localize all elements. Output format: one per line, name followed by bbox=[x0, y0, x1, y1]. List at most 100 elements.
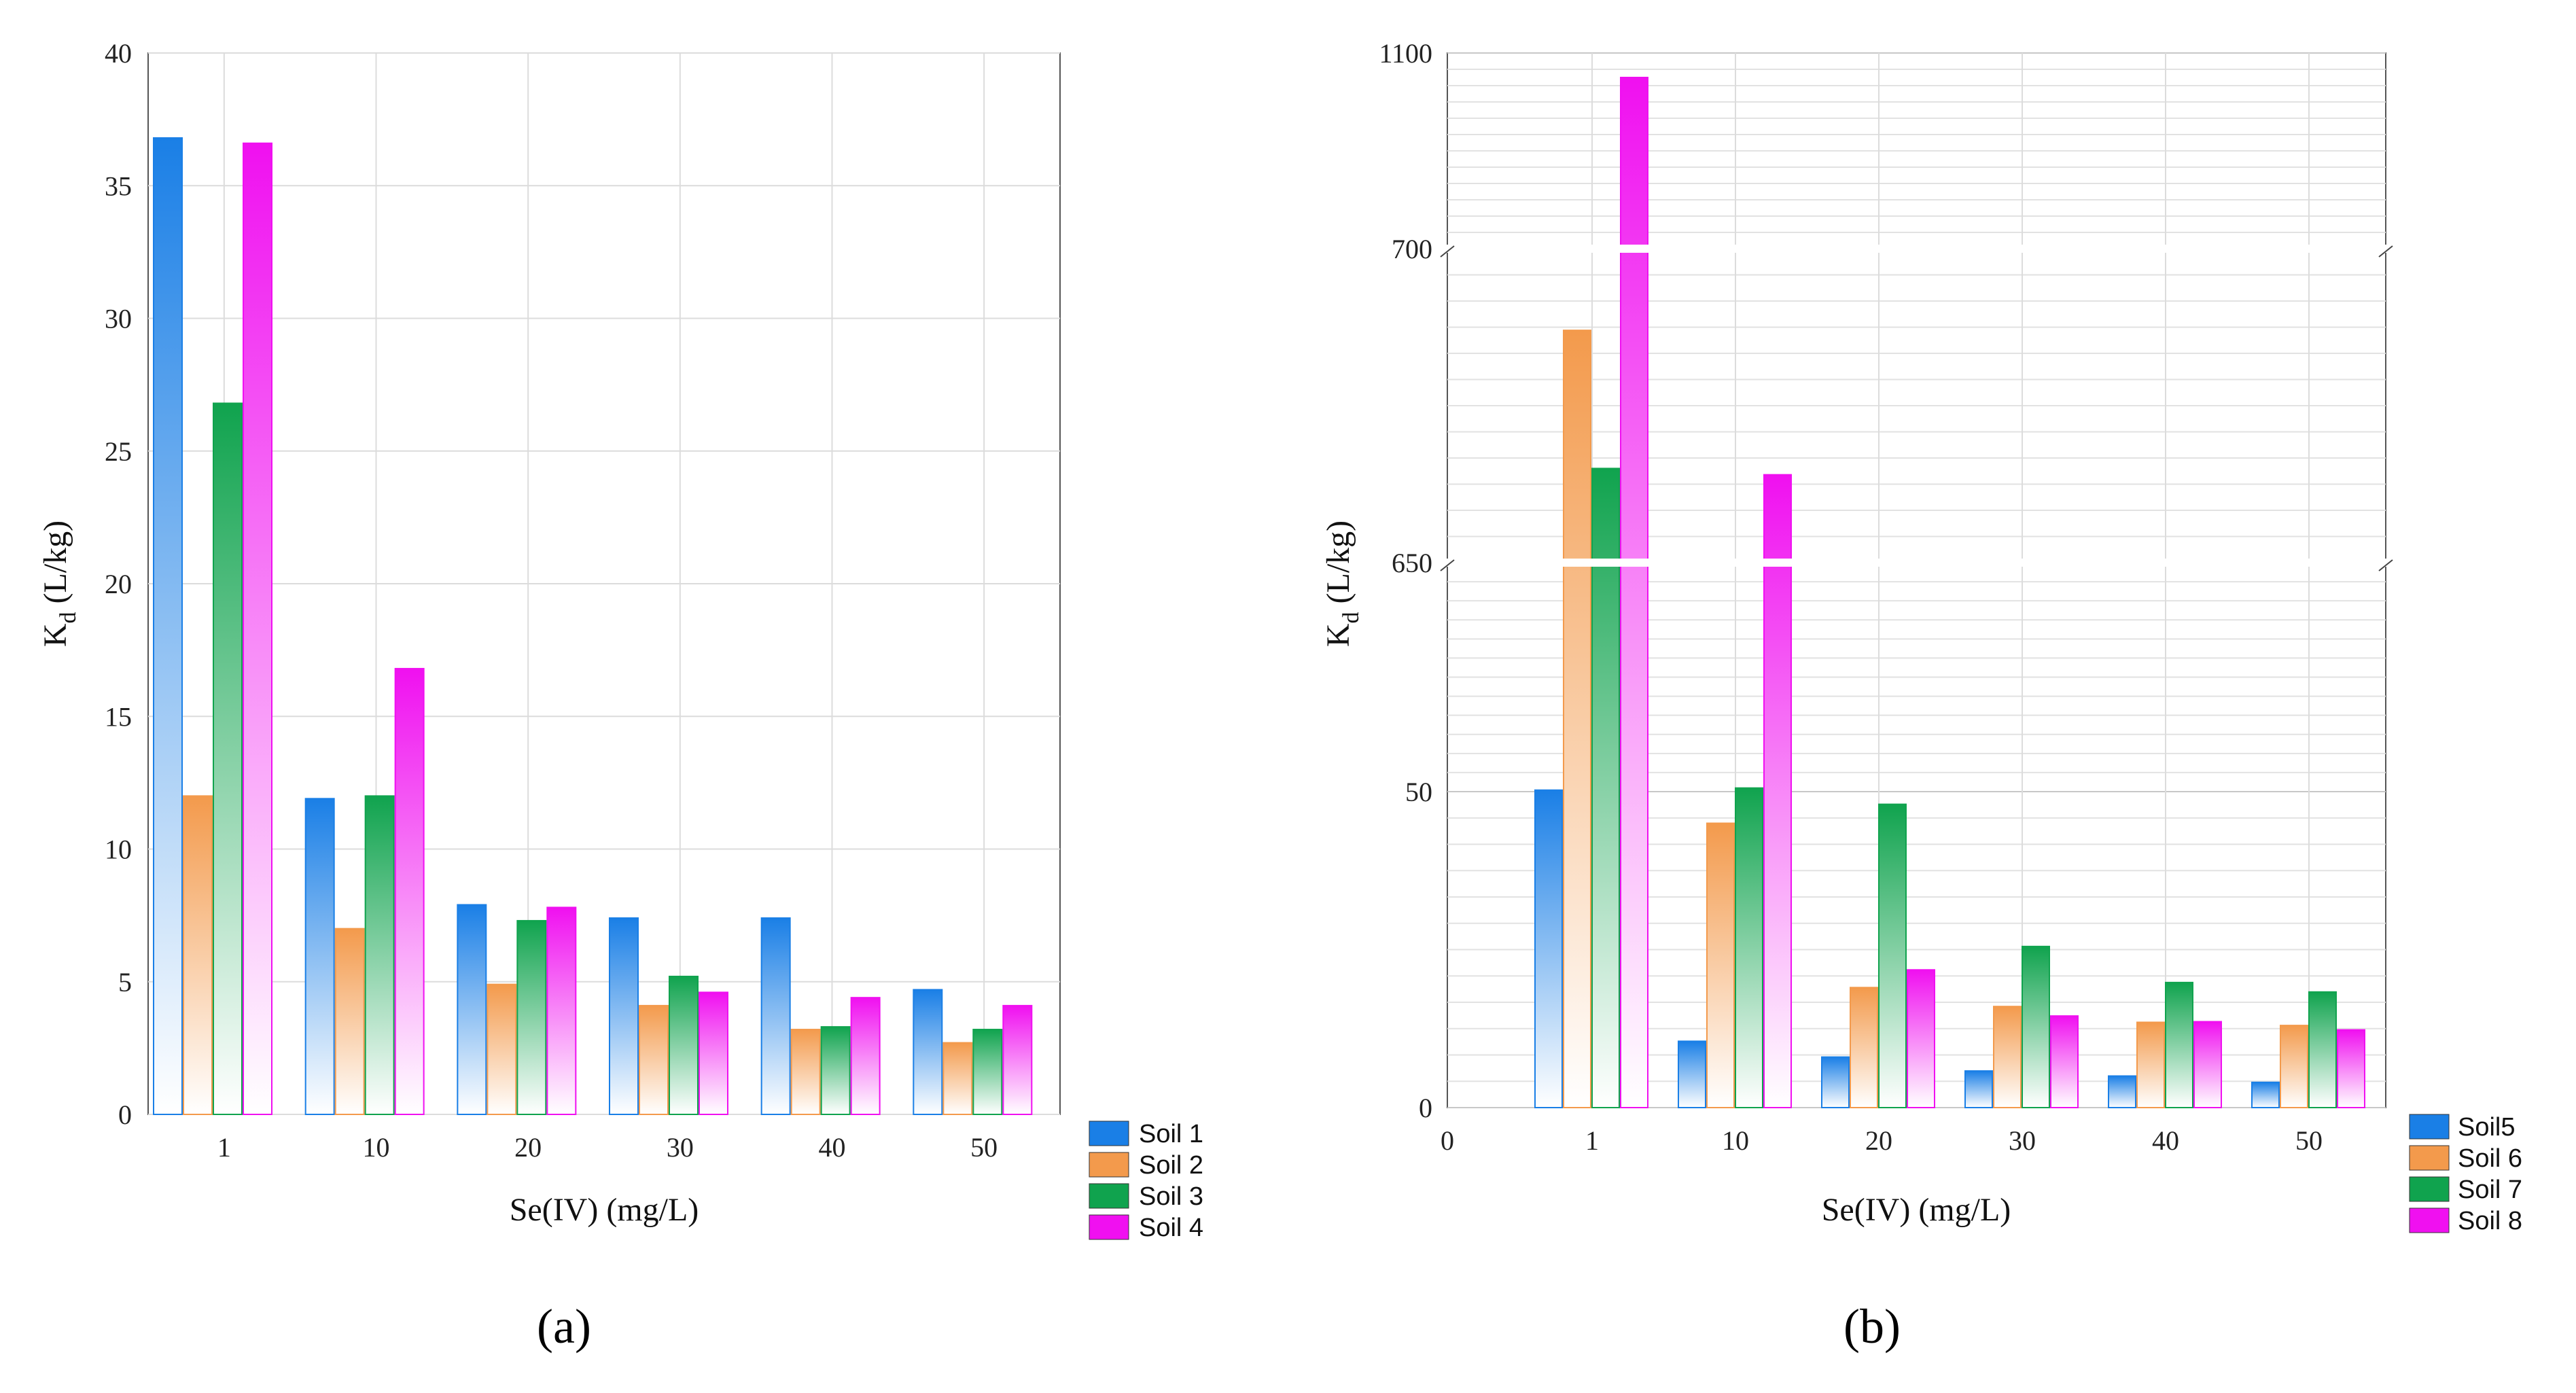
chart-b-x-tick: 0 bbox=[1441, 1125, 1454, 1156]
chart-b-legend-label: Soil5 bbox=[2458, 1113, 2516, 1142]
chart-b-bar-soil-8-50 bbox=[2337, 1029, 2365, 1108]
chart-b-legend-swatch bbox=[2409, 1176, 2450, 1202]
chart-a-bar-soil-2-30 bbox=[639, 1004, 669, 1116]
chart-b-bar-soil5-10 bbox=[1678, 1040, 1706, 1108]
chart-b-legend-label: Soil 8 bbox=[2458, 1207, 2522, 1235]
chart-b-bar-soil-7-1 bbox=[1591, 468, 1620, 1108]
chart-a-y-tick: 20 bbox=[105, 569, 132, 599]
chart-a-bar-soil-2-1 bbox=[183, 795, 213, 1116]
chart-a-bar-soil-3-10 bbox=[364, 795, 395, 1116]
chart-b-y-tick: 650 bbox=[1392, 548, 1432, 578]
chart-a-legend-swatch bbox=[1089, 1152, 1129, 1178]
chart-b-y-tick: 0 bbox=[1419, 1093, 1432, 1123]
chart-b-bar-soil-6-10 bbox=[1706, 822, 1735, 1108]
chart-a-bar-soil-1-1 bbox=[153, 137, 183, 1116]
chart-a-bar-soil-3-1 bbox=[213, 402, 243, 1116]
chart-b-bar-soil-8-1 bbox=[1620, 77, 1648, 1108]
chart-a-bar-soil-1-30 bbox=[609, 917, 639, 1116]
chart-b-bar-soil-7-30 bbox=[2022, 945, 2050, 1108]
chart-b-x-tick: 50 bbox=[2295, 1125, 2323, 1156]
chart-a-bar-soil-3-50 bbox=[972, 1029, 1003, 1116]
chart-a-bar-soil-1-40 bbox=[760, 917, 791, 1116]
chart-a-y-tick: 10 bbox=[105, 834, 132, 865]
chart-a-legend-swatch bbox=[1089, 1214, 1129, 1240]
chart-a-bar-soil-2-10 bbox=[334, 928, 365, 1116]
chart-b-x-tick: 10 bbox=[1722, 1125, 1749, 1156]
chart-b-bar-soil-6-20 bbox=[1850, 987, 1878, 1109]
chart-b-y-tick: 50 bbox=[1405, 777, 1432, 807]
chart-a-bar-soil-4-30 bbox=[699, 991, 728, 1115]
chart-a-y-tick: 35 bbox=[105, 171, 132, 201]
chart-b: 0 50 650 700 1100 0 1 10 20 30 40 50 Se(IV) (mg/L)… bbox=[1320, 38, 2522, 1354]
chart-b-legend-swatch bbox=[2409, 1145, 2450, 1171]
chart-a-bar-soil-3-30 bbox=[669, 975, 699, 1115]
chart-b-bar-soil-7-40 bbox=[2165, 981, 2193, 1108]
chart-a-legend-swatch bbox=[1089, 1121, 1129, 1146]
chart-b-bar-soil-7-20 bbox=[1878, 803, 1907, 1108]
chart-b-bar-soil5-20 bbox=[1821, 1056, 1850, 1108]
chart-b-legend-swatch bbox=[2409, 1207, 2450, 1233]
chart-a-bar-soil-3-20 bbox=[516, 919, 547, 1116]
chart-a-legend-label: Soil 1 bbox=[1139, 1120, 1203, 1148]
chart-a-y-tick: 40 bbox=[105, 38, 132, 69]
chart-a-y-tick: 0 bbox=[118, 1099, 132, 1130]
panel-label-a: (a) bbox=[537, 1299, 591, 1354]
chart-a-x-tick: 20 bbox=[514, 1132, 542, 1163]
chart-b-y-tick: 1100 bbox=[1379, 38, 1432, 69]
chart-a-y-tick: 5 bbox=[118, 967, 132, 998]
chart-a-bar-soil-1-20 bbox=[457, 904, 487, 1115]
chart-a-x-axis-label: Se(IV) (mg/L) bbox=[510, 1192, 699, 1228]
chart-a: 0 5 10 15 20 25 30 35 40 1 10 20 30 40 50 Se(IV) (mg/… bbox=[37, 38, 1203, 1354]
chart-b-legend-label: Soil 6 bbox=[2458, 1144, 2522, 1173]
chart-b-axis-break bbox=[1443, 245, 2390, 253]
chart-b-bar-soil5-50 bbox=[2251, 1081, 2280, 1109]
chart-b-axis-break-mark bbox=[1440, 245, 1455, 258]
chart-a-bar-soil-1-10 bbox=[304, 798, 335, 1116]
chart-a-bar-soil-2-50 bbox=[942, 1042, 973, 1115]
chart-a-x-tick: 40 bbox=[819, 1132, 846, 1163]
chart-b-bar-soil-7-50 bbox=[2308, 991, 2337, 1109]
chart-a-legend-label: Soil 4 bbox=[1139, 1214, 1203, 1242]
chart-a-bar-soil-4-50 bbox=[1002, 1004, 1033, 1116]
chart-b-bar-soil-6-50 bbox=[2280, 1025, 2308, 1108]
chart-a-bar-soil-4-40 bbox=[850, 997, 881, 1116]
chart-b-bar-soil5-1 bbox=[1534, 789, 1563, 1108]
chart-b-bar-soil-8-30 bbox=[2050, 1015, 2079, 1109]
chart-b-bar-soil5-40 bbox=[2108, 1075, 2136, 1108]
chart-a-x-tick: 50 bbox=[970, 1132, 998, 1163]
chart-a-bar-soil-4-10 bbox=[394, 667, 425, 1115]
chart-b-bar-soil-7-10 bbox=[1735, 787, 1763, 1109]
chart-b-legend-swatch bbox=[2409, 1114, 2450, 1140]
chart-b-bar-soil-8-40 bbox=[2193, 1021, 2222, 1109]
chart-b-bar-soil-6-1 bbox=[1563, 330, 1591, 1108]
chart-b-x-axis-label: Se(IV) (mg/L) bbox=[1822, 1192, 2011, 1228]
chart-b-axis-break-mark bbox=[2378, 559, 2393, 571]
chart-b-x-tick: 20 bbox=[1865, 1125, 1892, 1156]
chart-a-x-tick: 1 bbox=[217, 1132, 231, 1163]
panel-label-b: (b) bbox=[1843, 1299, 1901, 1354]
chart-a-legend-swatch bbox=[1089, 1183, 1129, 1209]
chart-a-bar-soil-3-40 bbox=[820, 1026, 851, 1116]
chart-b-axis-break-mark bbox=[2378, 245, 2393, 258]
chart-a-y-tick: 30 bbox=[105, 304, 132, 334]
chart-b-bar-soil-6-40 bbox=[2136, 1021, 2165, 1108]
chart-b-bar-soil-6-30 bbox=[1993, 1006, 2022, 1108]
chart-a-bar-soil-2-20 bbox=[487, 983, 517, 1116]
chart-a-bar-soil-1-50 bbox=[913, 989, 943, 1115]
chart-a-y-tick: 15 bbox=[105, 701, 132, 732]
chart-b-bar-soil-8-10 bbox=[1763, 474, 1792, 1108]
chart-a-x-tick: 10 bbox=[363, 1132, 390, 1163]
chart-b-axis-break bbox=[1443, 559, 2390, 567]
chart-b-bar-soil-8-20 bbox=[1907, 969, 1935, 1109]
chart-a-y-axis-label: Kd (L/kg) bbox=[37, 521, 81, 647]
chart-a-x-tick: 30 bbox=[667, 1132, 694, 1163]
chart-b-y-axis-label: Kd (L/kg) bbox=[1320, 521, 1364, 647]
chart-a-bar-soil-4-1 bbox=[243, 142, 272, 1115]
chart-a-legend-label: Soil 2 bbox=[1139, 1151, 1203, 1180]
chart-b-y-tick: 700 bbox=[1392, 234, 1432, 264]
chart-a-bar-soil-2-40 bbox=[790, 1029, 821, 1116]
chart-a-bar-soil-4-20 bbox=[546, 906, 577, 1116]
chart-b-bar-soil5-30 bbox=[1964, 1070, 1993, 1109]
chart-b-x-tick: 30 bbox=[2009, 1125, 2036, 1156]
